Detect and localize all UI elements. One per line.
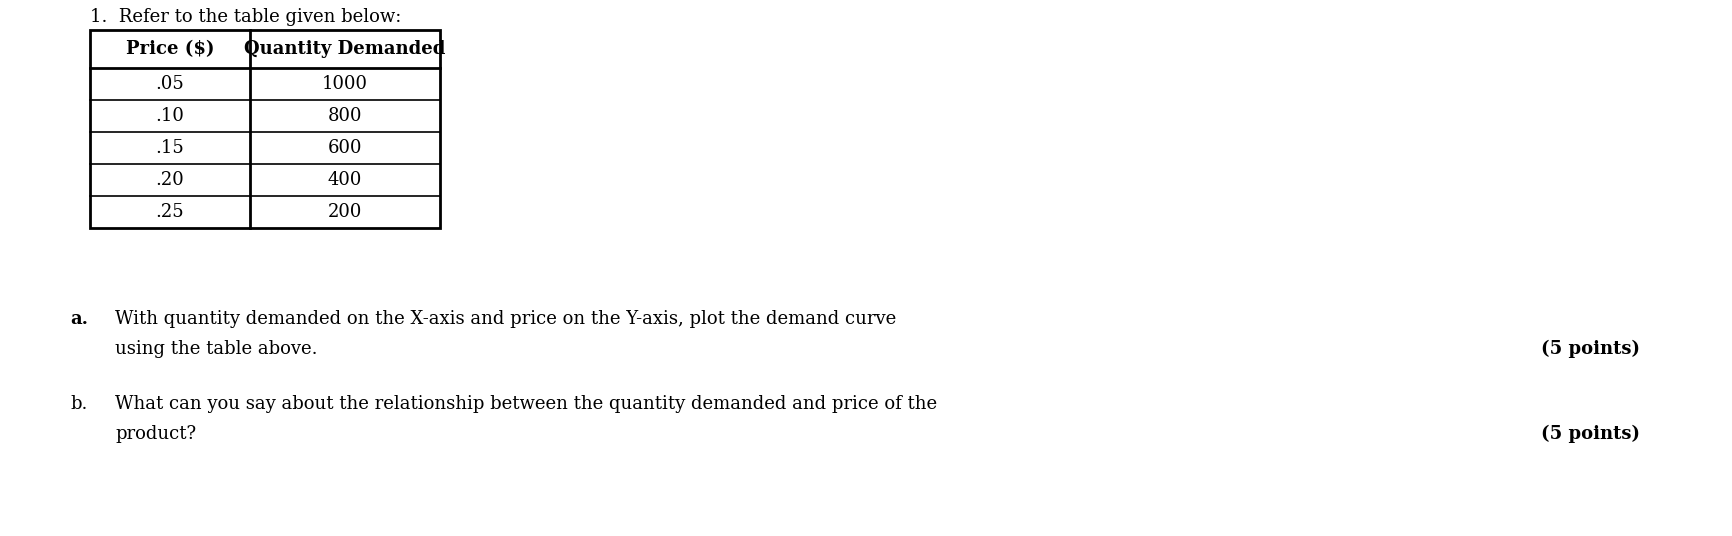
Text: 800: 800 (327, 107, 362, 125)
Text: 1.  Refer to the table given below:: 1. Refer to the table given below: (90, 8, 402, 26)
Text: 1000: 1000 (322, 75, 367, 93)
Text: (5 points): (5 points) (1541, 425, 1640, 443)
Text: With quantity demanded on the X-axis and price on the Y-axis, plot the demand cu: With quantity demanded on the X-axis and… (114, 310, 895, 328)
Text: Quantity Demanded: Quantity Demanded (244, 40, 445, 58)
Text: .20: .20 (156, 171, 184, 189)
Text: product?: product? (114, 425, 196, 443)
Text: 600: 600 (327, 139, 362, 157)
Text: b.: b. (69, 395, 87, 413)
Text: 200: 200 (327, 203, 362, 221)
Text: 400: 400 (327, 171, 362, 189)
Text: .05: .05 (156, 75, 184, 93)
Text: using the table above.: using the table above. (114, 340, 317, 358)
Text: (5 points): (5 points) (1541, 340, 1640, 358)
Text: .10: .10 (156, 107, 184, 125)
Text: a.: a. (69, 310, 88, 328)
Text: .25: .25 (156, 203, 184, 221)
Text: Price ($): Price ($) (126, 40, 215, 58)
Text: .15: .15 (156, 139, 184, 157)
Text: What can you say about the relationship between the quantity demanded and price : What can you say about the relationship … (114, 395, 937, 413)
